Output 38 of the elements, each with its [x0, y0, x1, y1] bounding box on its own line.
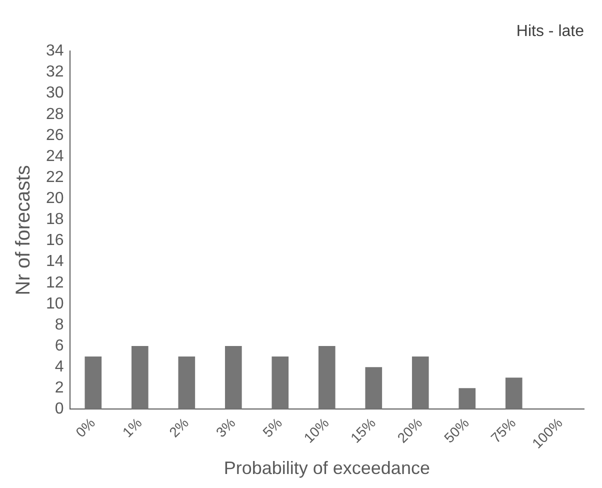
x-tick-label: 3% [212, 414, 238, 440]
y-tick-label: 22 [46, 168, 64, 186]
bar [224, 346, 242, 410]
bar [272, 356, 289, 410]
y-tick-label: 8 [54, 316, 64, 334]
x-tick-label: 5% [259, 414, 286, 440]
y-axis-title: Nr of forecasts [12, 165, 35, 296]
x-tick-label: 1% [119, 414, 145, 440]
y-tick-label: 0 [54, 400, 64, 418]
y-tick-label: 26 [46, 126, 64, 144]
x-tick-label: 50% [440, 414, 472, 446]
chart-title: Hits - late [516, 23, 584, 40]
bar [84, 356, 102, 410]
bar [412, 356, 429, 410]
y-tick-label: 18 [46, 211, 64, 228]
y-tick-label: 20 [46, 190, 64, 208]
y-tick-label: 34 [46, 42, 64, 60]
bar [458, 388, 476, 410]
y-tick-label: 6 [54, 337, 64, 354]
y-tick-label: 30 [46, 84, 64, 102]
y-tick-label: 2 [54, 380, 64, 397]
y-tick-label: 28 [46, 106, 64, 123]
y-tick-label: 4 [54, 358, 64, 376]
x-tick-label: 2% [166, 414, 192, 440]
x-tick-label: 0% [72, 414, 98, 440]
bar [132, 346, 148, 410]
y-tick-label: 24 [46, 148, 64, 165]
y-tick-label: 12 [46, 274, 64, 292]
y-tick-label: 10 [46, 295, 64, 312]
x-tick-label: 75% [488, 414, 519, 446]
x-axis-title: Probability of exceedance [224, 458, 430, 478]
bar [178, 356, 196, 410]
y-tick-label: 32 [46, 64, 64, 81]
bar [318, 346, 336, 410]
y-tick-label: 16 [46, 232, 64, 250]
bar [505, 378, 522, 410]
y-tick-label: 14 [46, 253, 64, 270]
bar [365, 367, 382, 410]
